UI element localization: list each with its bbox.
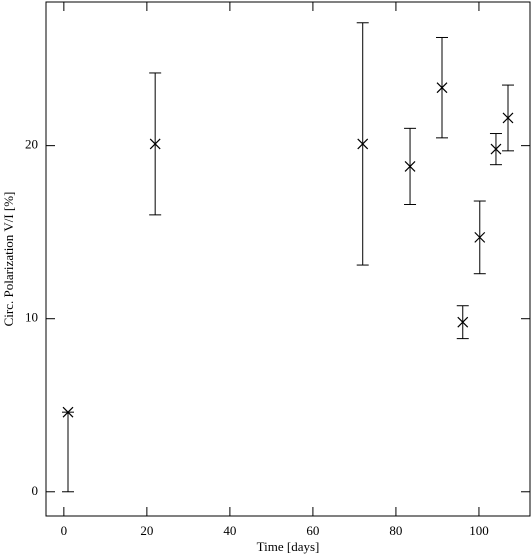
x-tick-label: 20 [140,523,153,538]
point [502,112,514,124]
point [62,406,74,418]
point [404,160,416,172]
y-tick-label: 0 [32,483,39,498]
x-axis-label: Time [days] [257,539,320,554]
y-tick-label: 20 [25,137,38,152]
y-tick-label: 10 [25,310,38,325]
point [474,231,486,243]
point [357,138,369,150]
x-tick-label: 0 [61,523,68,538]
error-bar [62,411,74,493]
point [457,316,469,328]
point [149,138,161,150]
x-tick-label: 100 [469,523,489,538]
point [490,143,502,155]
plot-frame [45,1,531,517]
x-tick-label: 60 [306,523,319,538]
x-tick-label: 80 [389,523,402,538]
x-tick-label: 40 [223,523,236,538]
point [436,82,448,94]
y-axis-label: Circ. Polarization V/I [%] [1,192,16,327]
